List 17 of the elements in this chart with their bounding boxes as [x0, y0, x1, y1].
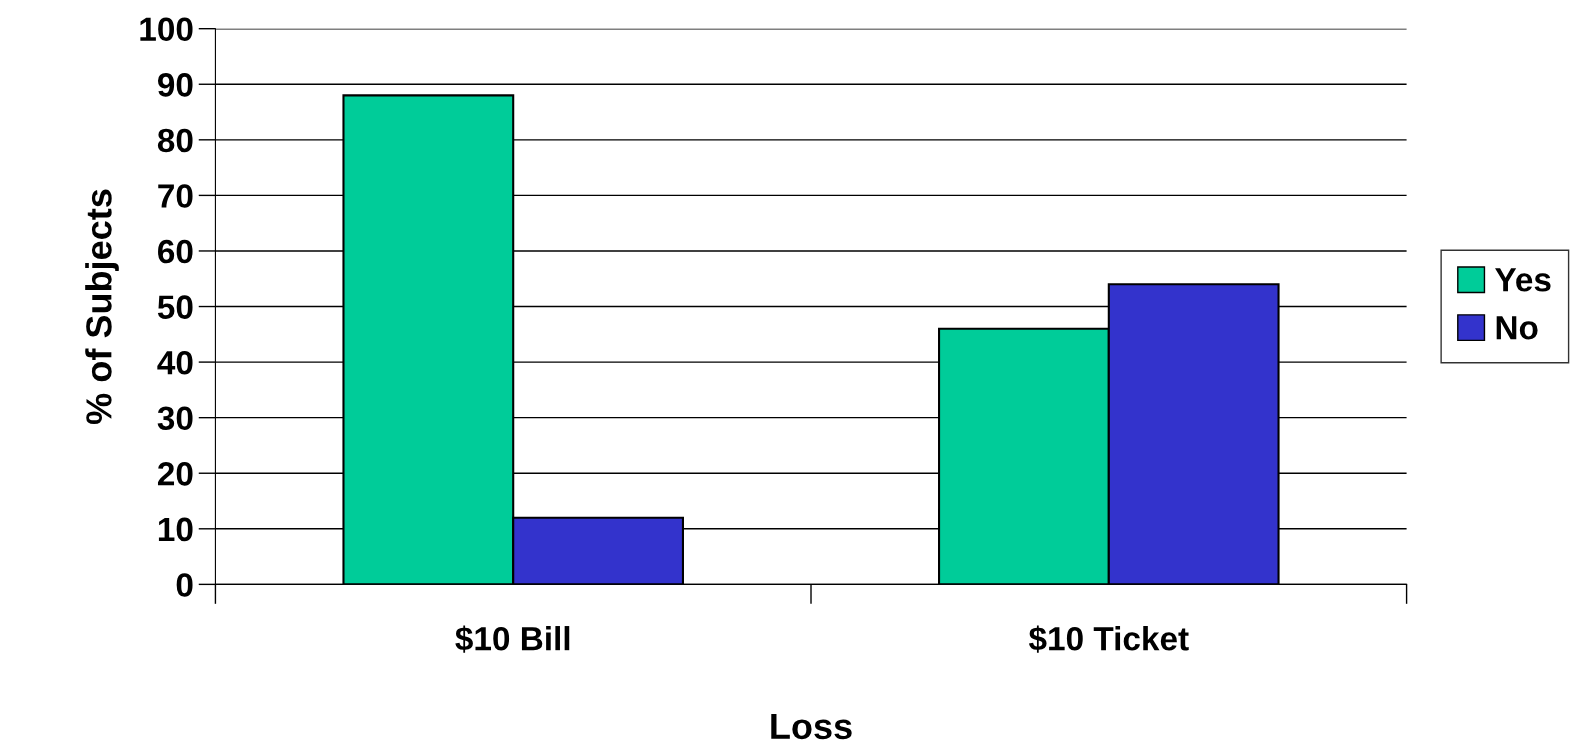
legend-label: No [1496, 316, 1538, 340]
y-tick-label: 40 [157, 350, 193, 375]
y-tick-label: 0 [176, 573, 193, 597]
y-tick-label: 30 [157, 406, 193, 431]
y-tick-label: 10 [158, 517, 193, 542]
y-tick-label: 80 [157, 128, 193, 153]
y-tick-label: 100 [140, 17, 193, 42]
y-axis-title: % of Subjects [85, 189, 119, 425]
y-tick-label: 50 [157, 295, 193, 319]
x-tick-label: $10 Ticket [1028, 625, 1189, 653]
y-tick-label: 20 [157, 462, 193, 486]
legend-label: Yes [1495, 268, 1551, 292]
y-tick-label: 60 [158, 239, 193, 264]
x-axis-title: Loss [771, 713, 852, 740]
x-tick-label: $10 Bill [455, 625, 570, 653]
y-tick-label: 90 [157, 73, 193, 97]
y-tick-label: 70 [158, 184, 193, 208]
